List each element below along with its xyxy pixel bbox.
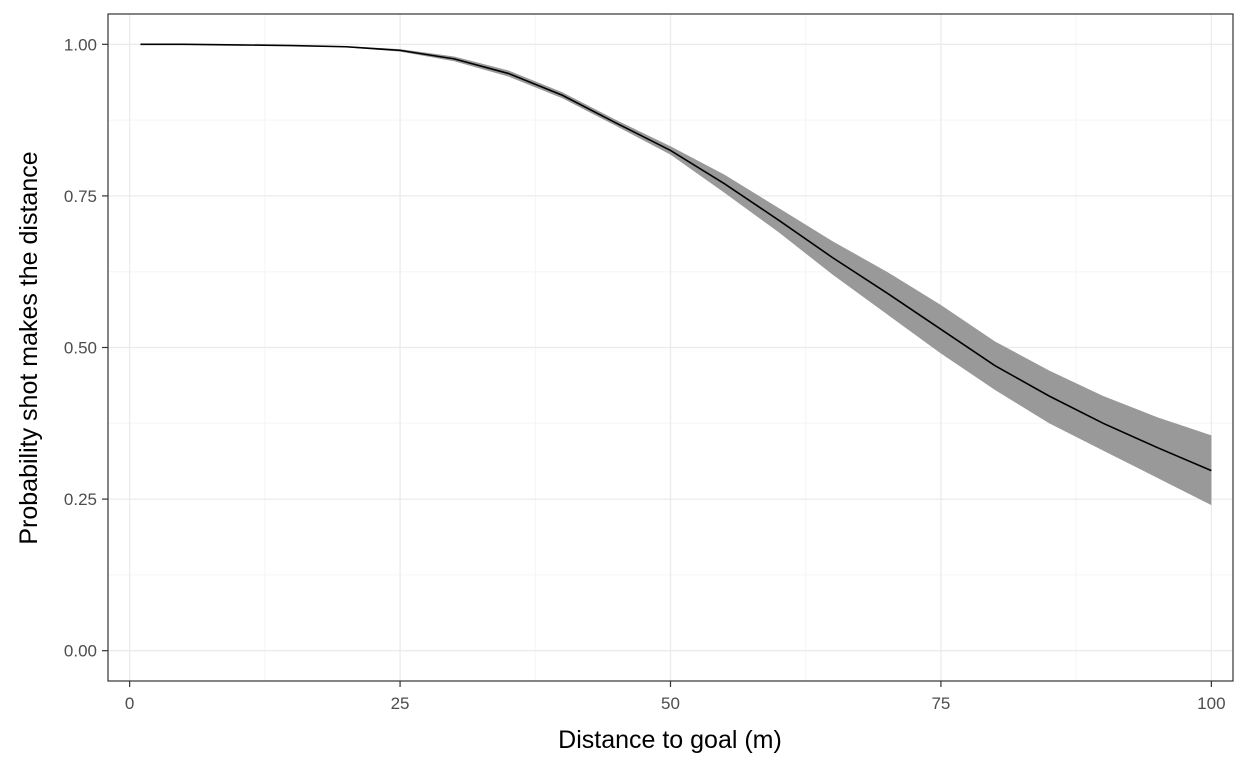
y-axis: 0.00 0.25 0.50 0.75 1.00 — [64, 35, 108, 661]
x-axis: 0 25 50 75 100 — [125, 681, 1226, 713]
probability-line — [140, 43, 1212, 472]
y-tick-label: 0.25 — [64, 490, 97, 509]
x-tick-label: 75 — [931, 694, 950, 713]
x-tick-label: 50 — [661, 694, 680, 713]
x-axis-title: Distance to goal (m) — [558, 726, 782, 754]
y-tick-label: 0.00 — [64, 642, 97, 661]
x-tick-label: 0 — [125, 694, 134, 713]
x-tick-label: 25 — [391, 694, 410, 713]
y-tick-label: 0.50 — [64, 339, 97, 358]
x-tick-label: 100 — [1197, 694, 1225, 713]
line-layer — [140, 43, 1212, 472]
y-tick-label: 1.00 — [64, 35, 97, 54]
grid-major — [108, 14, 1233, 681]
y-tick-label: 0.75 — [64, 187, 97, 206]
y-axis-title: Probability shot makes the distance — [15, 151, 43, 544]
